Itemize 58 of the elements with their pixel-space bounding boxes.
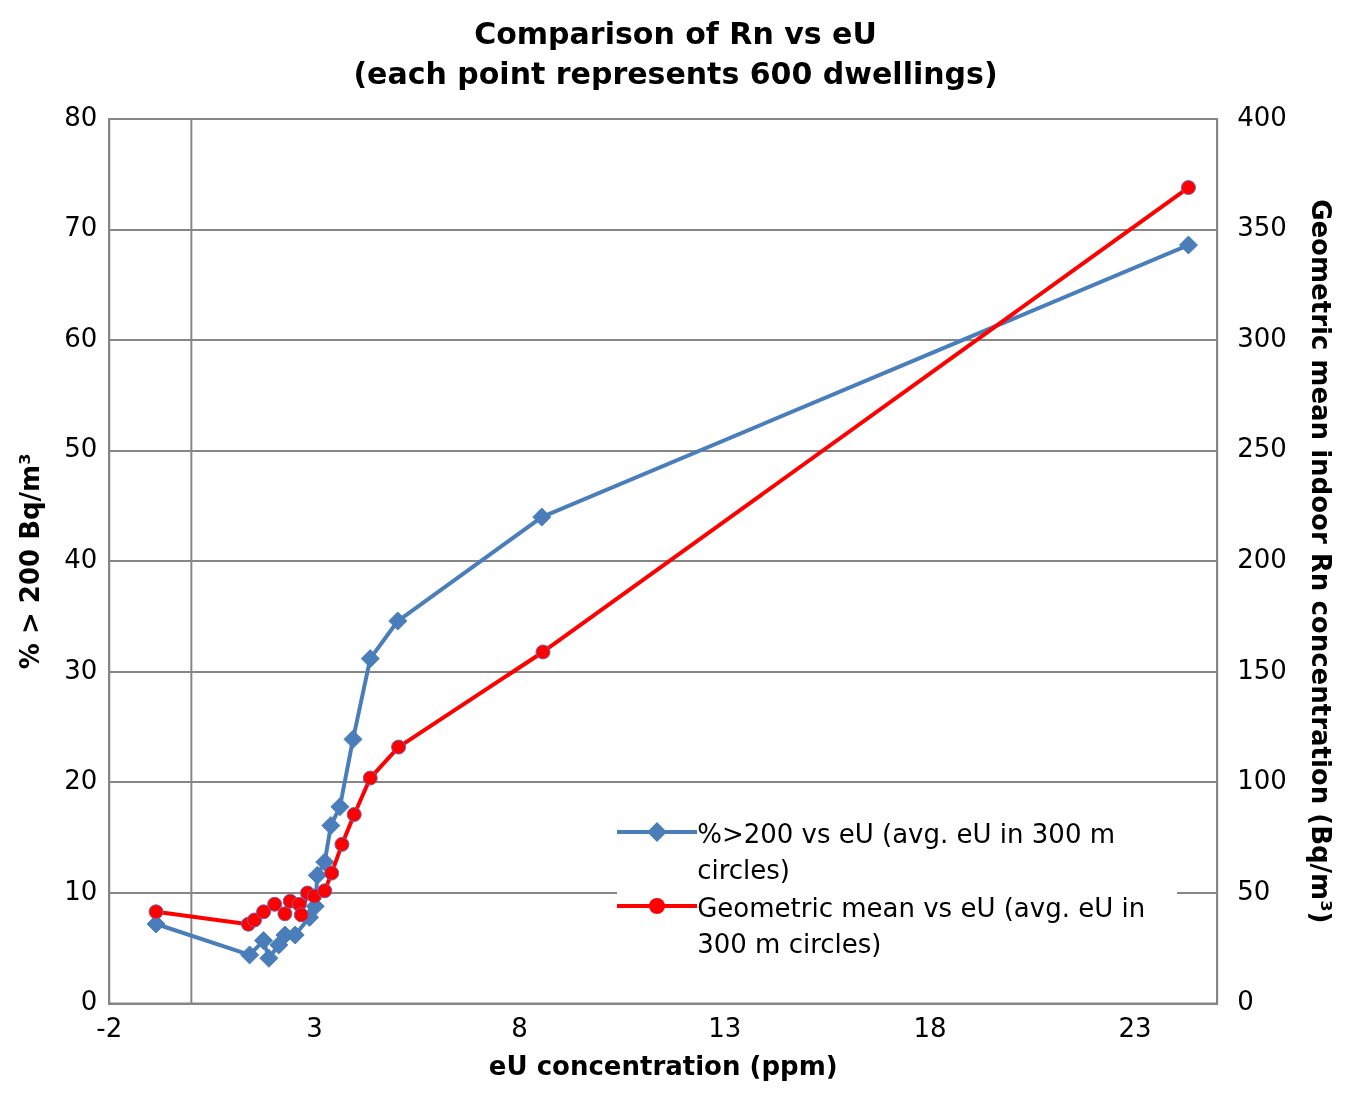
y2-tick-label: 250: [1237, 433, 1287, 464]
point: [388, 611, 408, 631]
y-axis-title: % > 200 Bq/m³: [15, 453, 46, 670]
point: [391, 739, 407, 755]
x-tick-label: 3: [306, 1012, 323, 1043]
y-tick-label: 0: [80, 986, 98, 1017]
point: [315, 852, 335, 872]
point: [293, 907, 309, 923]
point: [1178, 235, 1198, 255]
x-axis-title: eU concentration (ppm): [488, 1051, 838, 1082]
y2-tick-label: 0: [1237, 986, 1254, 1017]
x-tick-label: 8: [511, 1012, 528, 1043]
y2-tick-label: 150: [1237, 654, 1287, 685]
y2-tick-label: 300: [1237, 322, 1287, 353]
y-tick-label: 60: [64, 322, 98, 353]
point: [317, 883, 333, 899]
point: [256, 904, 272, 920]
y2-tick-label: 100: [1237, 765, 1287, 796]
y-tick-label: 50: [64, 433, 98, 464]
point: [346, 807, 362, 823]
point: [343, 729, 363, 749]
y-tick-label: 80: [64, 101, 98, 132]
point: [324, 865, 340, 881]
point: [247, 912, 263, 928]
legend-label: Geometric mean vs eU (avg. eU in 300 m circles): [697, 891, 1147, 961]
y2-axis-title: Geometric mean indoor Rn concentration (Bq/m³): [1305, 199, 1336, 924]
point: [1180, 180, 1196, 196]
point: [277, 906, 293, 922]
legend-label: %>200 vs eU (avg. eU in 300 m circles): [697, 817, 1116, 887]
y-tick-label: 10: [64, 875, 98, 906]
y2-tick-label: 200: [1237, 544, 1287, 575]
point: [306, 888, 322, 904]
y2-tick-label: 350: [1237, 212, 1287, 243]
y2-tick-label: 400: [1237, 101, 1287, 132]
point: [362, 770, 378, 786]
y-tick-label: 30: [64, 654, 98, 685]
point: [254, 931, 274, 951]
point: [240, 945, 260, 965]
x-tick-label: -2: [96, 1012, 123, 1043]
y-tick-label: 70: [64, 212, 98, 243]
point: [532, 507, 552, 527]
point: [307, 865, 327, 885]
point: [330, 797, 350, 817]
y2-tick-label: 50: [1237, 875, 1271, 906]
point: [360, 649, 380, 669]
y-tick-label: 20: [64, 765, 98, 796]
point: [321, 816, 341, 836]
chart-subtitle: (each point represents 600 dwellings): [353, 55, 998, 91]
point: [148, 904, 164, 920]
point: [535, 644, 551, 660]
x-tick-label: 13: [708, 1012, 742, 1043]
point: [259, 948, 279, 968]
x-tick-label: 23: [1118, 1012, 1152, 1043]
x-tick-label: 18: [913, 1012, 947, 1043]
chart-title: Comparison of Rn vs eU: [474, 15, 877, 51]
point: [334, 836, 350, 852]
y-tick-label: 40: [64, 544, 98, 575]
point: [267, 896, 283, 912]
